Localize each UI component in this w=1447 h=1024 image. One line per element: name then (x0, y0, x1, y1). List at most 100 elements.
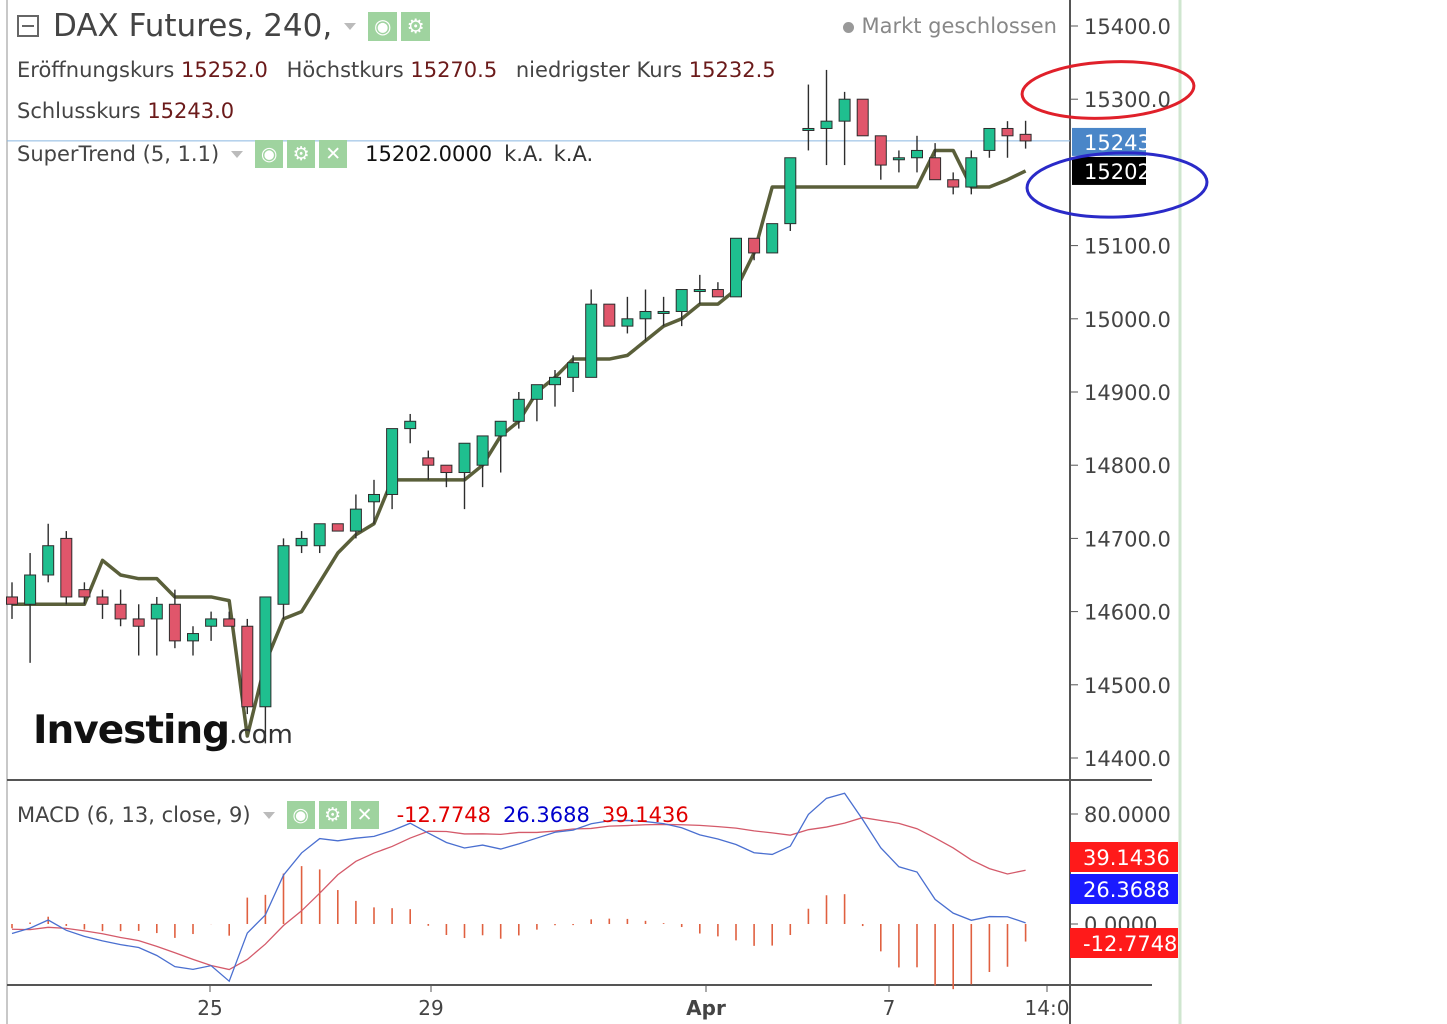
price-tick-label: 14600.0 (1084, 601, 1171, 625)
candle-down (422, 457, 435, 466)
candle-up (549, 376, 561, 386)
candle-up (657, 310, 670, 314)
candle-up (802, 127, 815, 131)
macd-signal-value: 39.1436 (601, 803, 689, 827)
low-value: 15232.5 (688, 58, 776, 82)
investing-logo: Investing.com (33, 708, 293, 753)
close-icon[interactable]: ✕ (350, 801, 379, 829)
price-tick-label: 15100.0 (1084, 235, 1171, 259)
candle-down (929, 157, 942, 181)
candle-up (187, 633, 199, 642)
time-tick-label: 29 (418, 996, 443, 1020)
time-tick-label: 25 (197, 996, 222, 1020)
candle-up (784, 157, 797, 225)
symbol-title[interactable]: DAX Futures, 240, (53, 8, 333, 44)
macd-line-value: 26.3688 (503, 803, 590, 827)
last-price-badge: 15243.0 (1084, 131, 1171, 155)
candle-up (205, 618, 218, 627)
chevron-down-icon[interactable] (262, 811, 275, 819)
candle-up (386, 428, 399, 495)
close-value: 15243.0 (147, 99, 235, 123)
eye-icon[interactable]: ◉ (255, 140, 284, 168)
supertrend-line (12, 148, 1027, 738)
logo-suffix: .com (229, 720, 293, 750)
macd-legend: MACD (6, 13, close, 9) ◉ ⚙ ✕ -12.7748 26… (17, 801, 689, 829)
close-icon[interactable]: ✕ (319, 140, 348, 168)
high-label: Höchstkurs (286, 58, 404, 82)
macd-label[interactable]: MACD (6, 13, close, 9) (17, 803, 251, 827)
candle-up (766, 223, 779, 254)
macd-line-badge-bg (1070, 874, 1178, 904)
candle-down (241, 625, 254, 708)
candle-down (60, 537, 73, 598)
macd-signal-line (11, 816, 1026, 971)
gear-icon[interactable]: ⚙ (318, 801, 347, 829)
time-tick-label: Apr (686, 996, 726, 1020)
close-legend: Schlusskurs 15243.0 (17, 99, 246, 123)
supertrend-badge: 15202.0 (1084, 160, 1171, 184)
candle-down (331, 523, 344, 532)
last-price-badge-bg (1072, 127, 1146, 156)
market-status: Markt geschlossen (843, 14, 1057, 38)
candle-up (368, 493, 380, 503)
eye-icon[interactable]: ◉ (368, 11, 398, 41)
price-tick-label: 14800.0 (1084, 454, 1171, 478)
open-label: Eröffnungskurs (17, 58, 175, 82)
candle-down (78, 589, 91, 598)
status-dot-icon (843, 21, 855, 33)
candle-up (983, 127, 996, 151)
candle-down (748, 237, 761, 254)
candle-up (150, 603, 163, 620)
candle-up (404, 420, 417, 430)
gear-icon[interactable]: ⚙ (401, 11, 431, 41)
macd-hist-badge-bg (1070, 928, 1178, 958)
candle-up (277, 545, 290, 605)
candle-up (585, 303, 598, 378)
price-tick-label: 15400.0 (1084, 15, 1171, 39)
supertrend-legend: SuperTrend (5, 1.1) ◉ ⚙ ✕ 15202.0000 k.A… (17, 140, 603, 168)
candle-down (132, 618, 145, 627)
candle-down (603, 303, 616, 327)
price-tick-label: 15000.0 (1084, 308, 1171, 332)
candle-up (693, 289, 706, 293)
candle-up (349, 508, 362, 532)
candle-up (42, 545, 55, 576)
price-tick-label: 14900.0 (1084, 381, 1171, 405)
candle-up (494, 420, 507, 437)
macd-tick-label: 80.0000 (1084, 803, 1171, 827)
supertrend-na-1: k.A. (504, 142, 544, 166)
eye-icon[interactable]: ◉ (286, 801, 315, 829)
chevron-down-icon[interactable] (231, 150, 244, 158)
time-tick-label: 7 (883, 996, 896, 1020)
candle-up (458, 442, 471, 474)
supertrend-value: 15202.0000 (365, 142, 493, 166)
gear-icon[interactable]: ⚙ (287, 140, 316, 168)
price-tick-label: 14400.0 (1084, 747, 1171, 771)
time-tick-label: 14:0 (1025, 996, 1070, 1020)
high-value: 15270.5 (410, 58, 498, 82)
price-tick-label: 14700.0 (1084, 527, 1171, 551)
supertrend-label[interactable]: SuperTrend (5, 1.1) (17, 142, 220, 166)
candle-up (965, 157, 978, 188)
supertrend-na-2: k.A. (553, 142, 594, 166)
logo-brand: Investing (33, 708, 230, 753)
candle-up (476, 435, 489, 466)
candle-up (295, 537, 308, 547)
candle-up (639, 310, 652, 320)
price-tick-label: 14500.0 (1084, 674, 1171, 698)
candle-up (892, 157, 905, 161)
candle-down (96, 596, 109, 605)
collapse-icon[interactable] (17, 15, 39, 37)
macd-signal-badge: 39.1436 (1083, 846, 1170, 870)
candle-down (1019, 133, 1032, 142)
candle-down (1001, 127, 1014, 137)
red-ellipse-annotation (1020, 60, 1196, 120)
candle-up (259, 596, 272, 708)
candle-up (512, 398, 525, 422)
macd-signal-badge-bg (1070, 842, 1178, 872)
chevron-down-icon[interactable] (344, 22, 357, 30)
candle-up (621, 318, 634, 327)
macd-line-badge: 26.3688 (1083, 878, 1170, 902)
price-tick-label: 15300.0 (1084, 88, 1171, 112)
